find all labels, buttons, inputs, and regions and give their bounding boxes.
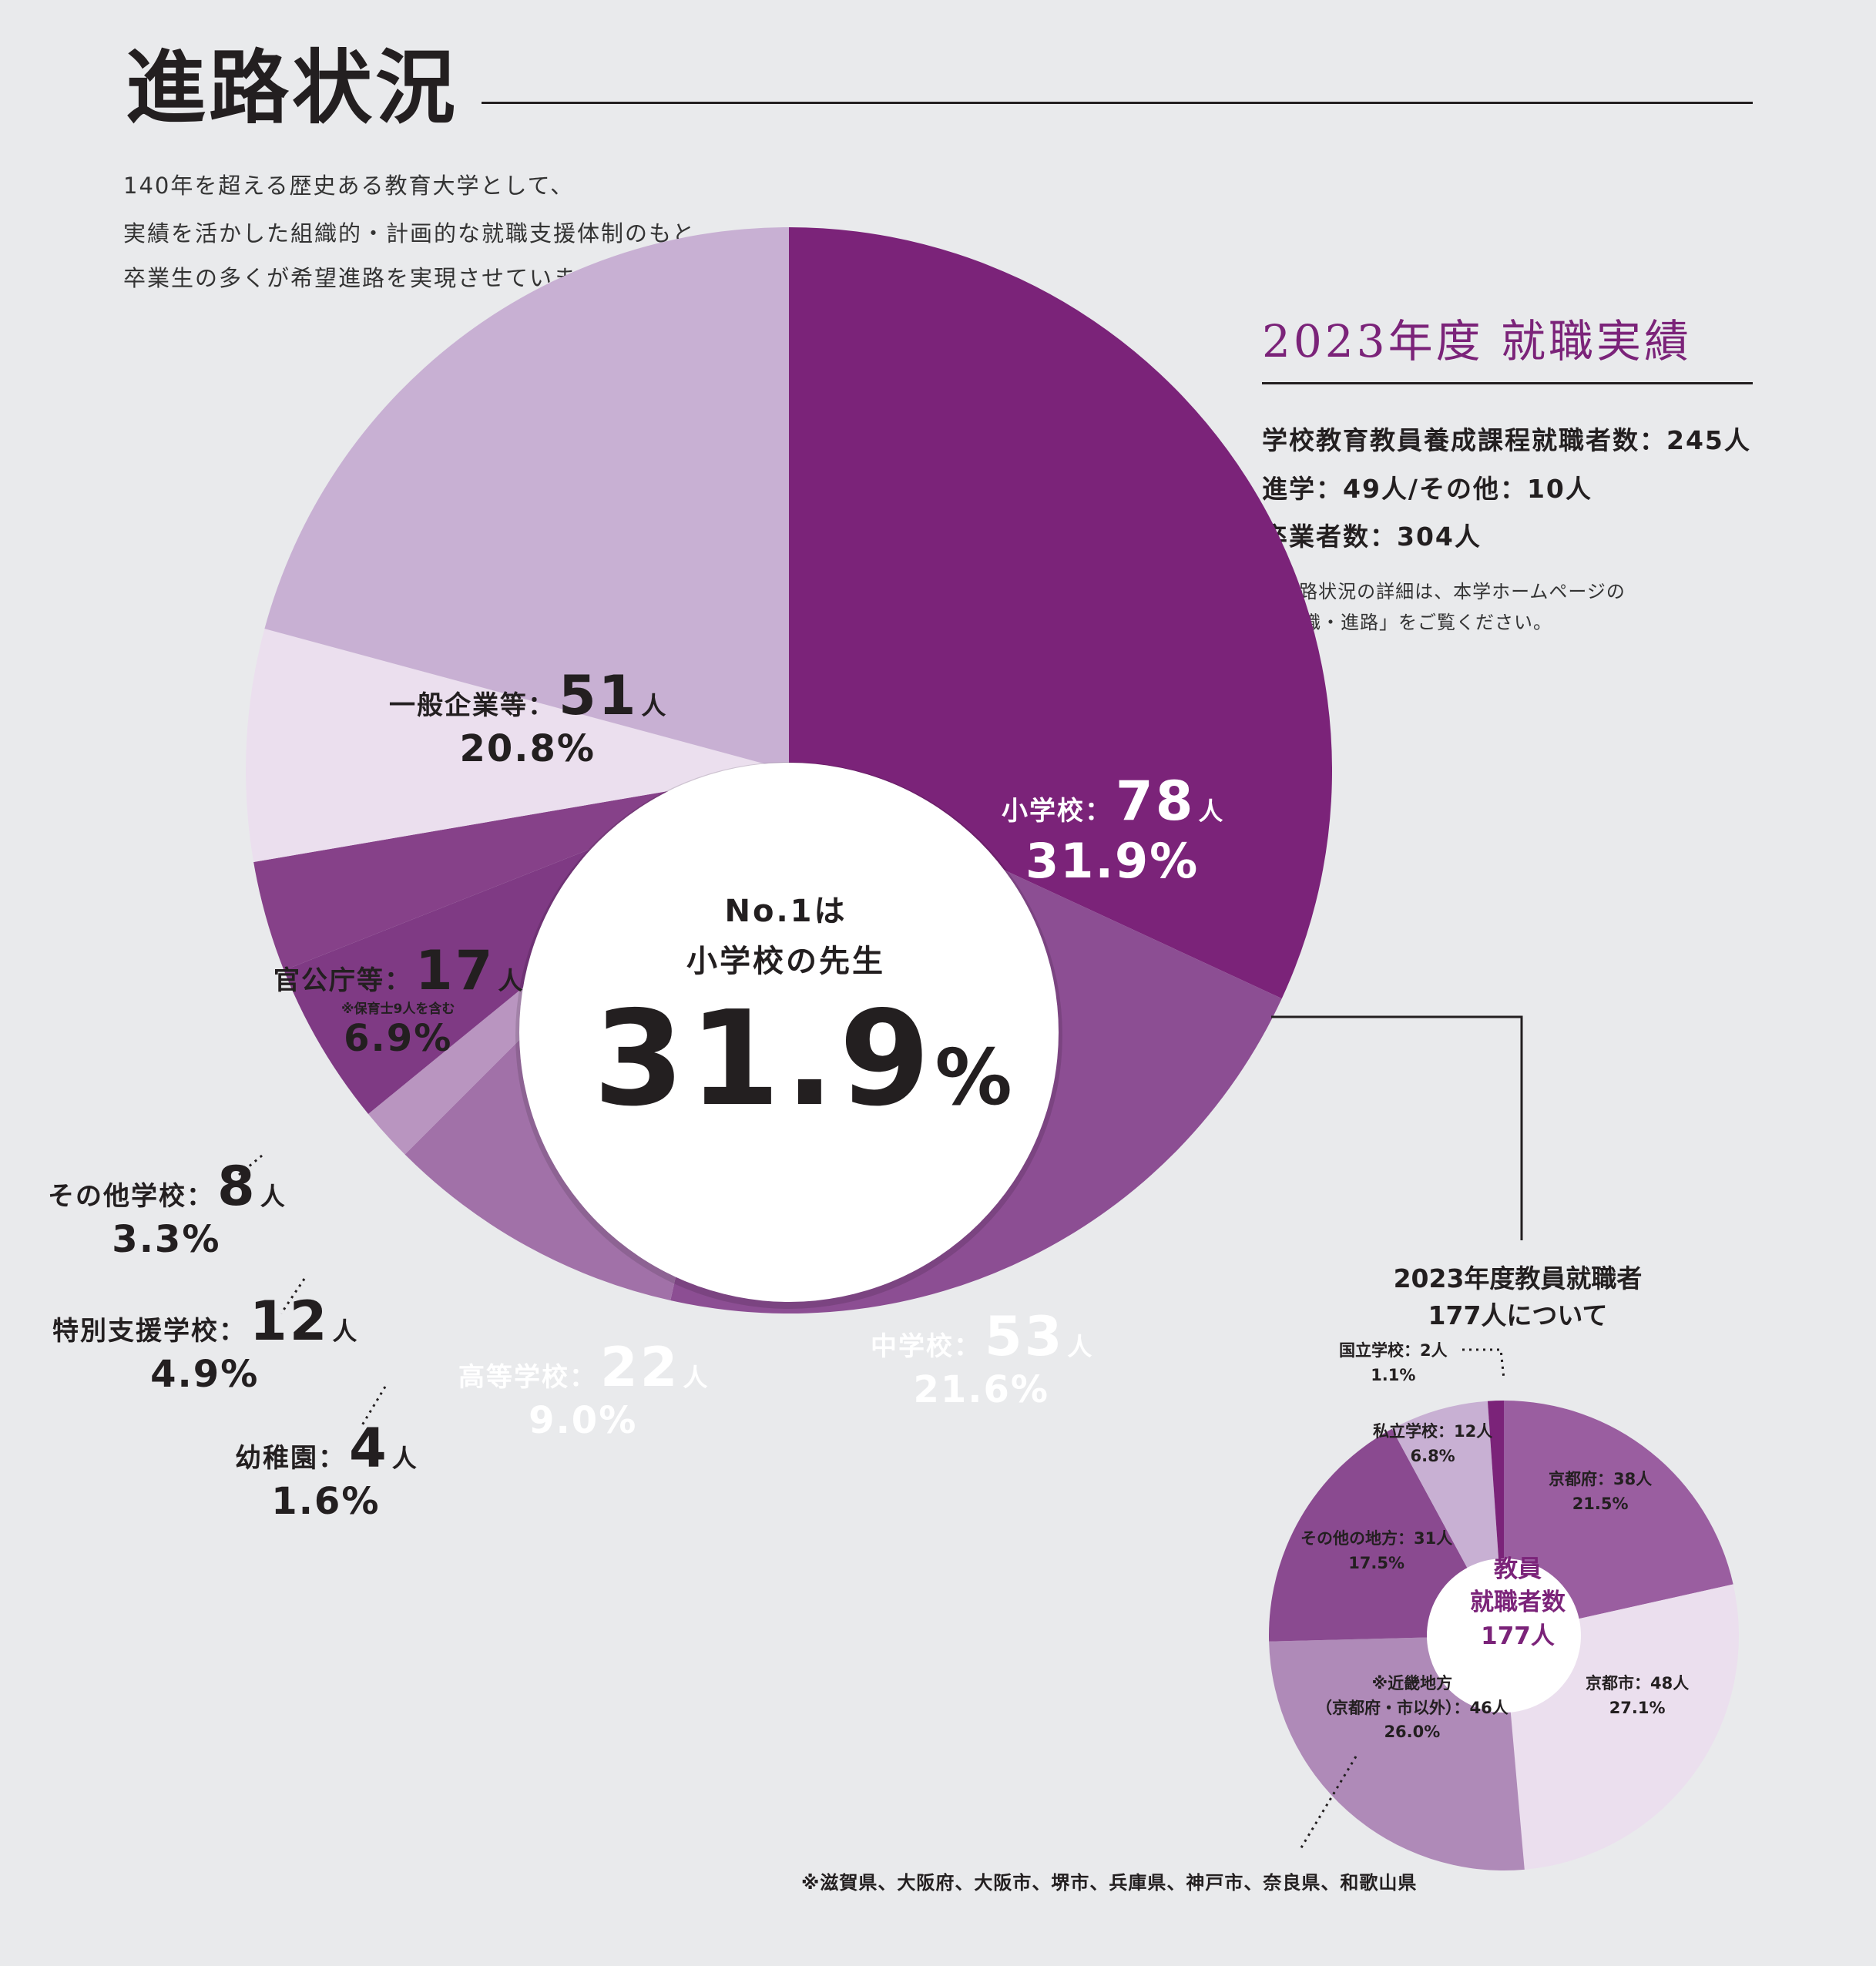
sub-label-other-regions-text: その他の地方：31人 bbox=[1300, 1529, 1453, 1548]
sub-label-kinki-pct: 26.0% bbox=[1384, 1723, 1441, 1741]
label-other-schools-percent: 3.3% bbox=[112, 1218, 221, 1261]
leader-special-support bbox=[280, 1278, 306, 1314]
sub-label-kyoto-city-pct: 27.1% bbox=[1609, 1698, 1666, 1717]
summary-divider bbox=[1262, 382, 1753, 384]
sub-label-national-pct: 1.1% bbox=[1371, 1365, 1416, 1384]
sub-chart-title: 2023年度教員就職者 177人について bbox=[1356, 1260, 1680, 1334]
label-kindergarten-category: 幼稚園 bbox=[235, 1443, 318, 1474]
label-general-company: 一般企業等： 51 人 20.8% bbox=[389, 664, 666, 770]
connector-line bbox=[1271, 1015, 1523, 1240]
label-public-office: 官公庁等： 17 人 ※保育士9人を含む 6.9% bbox=[274, 939, 523, 1060]
main-donut-slice-7 bbox=[264, 227, 789, 770]
intro-line-3: 卒業生の多くが希望進路を実現させています。 bbox=[123, 265, 623, 291]
label-middle-category: 中学校 bbox=[871, 1331, 954, 1362]
sub-donut-center-line2: 就職者数 bbox=[1470, 1589, 1566, 1617]
sub-label-private-pct: 6.8% bbox=[1410, 1446, 1455, 1465]
label-elementary-percent: 31.9% bbox=[1025, 833, 1200, 889]
label-special-support: 特別支援学校： 12 人 4.9% bbox=[52, 1290, 357, 1396]
sub-label-private-text: 私立学校：12人 bbox=[1373, 1422, 1493, 1441]
sub-donut-center: 教員 就職者数 177人 bbox=[1441, 1553, 1595, 1653]
sub-label-kyoto-city-text: 京都市：48人 bbox=[1586, 1674, 1690, 1693]
summary-note-1: ※進路状況の詳細は、本学ホームページの bbox=[1264, 581, 1626, 602]
label-special-support-count: 12 bbox=[250, 1290, 330, 1353]
label-kindergarten-percent: 1.6% bbox=[271, 1480, 381, 1523]
label-special-support-percent: 4.9% bbox=[150, 1353, 260, 1396]
sub-donut-center-line3: 177人 bbox=[1481, 1622, 1555, 1650]
label-general-company-percent: 20.8% bbox=[459, 727, 596, 770]
stat-graduates: 卒業者数：304人 bbox=[1262, 522, 1482, 552]
sub-label-national: 国立学校：2人 1.1% bbox=[1339, 1339, 1448, 1387]
label-elementary: 小学校： 78 人 31.9% bbox=[1002, 770, 1223, 889]
leader-other-schools bbox=[238, 1154, 263, 1176]
sub-label-kyoto-city: 京都市：48人 27.1% bbox=[1586, 1672, 1689, 1720]
label-elementary-category: 小学校 bbox=[1002, 796, 1085, 827]
title-divider bbox=[482, 102, 1753, 104]
sub-label-other-regions: その他の地方：31人 17.5% bbox=[1300, 1527, 1452, 1575]
label-kindergarten: 幼稚園： 4 人 1.6% bbox=[235, 1417, 417, 1523]
leader-national bbox=[1462, 1348, 1505, 1380]
label-elementary-count: 78 bbox=[1116, 770, 1196, 833]
label-middle: 中学校： 53 人 21.6% bbox=[871, 1305, 1092, 1411]
label-general-company-category: 一般企業等 bbox=[389, 690, 528, 721]
sub-label-national-text: 国立学校：2人 bbox=[1339, 1341, 1448, 1360]
label-general-company-count: 51 bbox=[559, 664, 639, 727]
main-donut-center-hole bbox=[519, 763, 1059, 1302]
stat-further-study: 進学：49人/その他：10人 bbox=[1262, 474, 1592, 504]
sub-label-kinki: ※近畿地方 （京都府・市以外）：46人 26.0% bbox=[1316, 1672, 1509, 1745]
label-high: 高等学校： 22 人 9.0% bbox=[458, 1336, 708, 1442]
sub-label-private: 私立学校：12人 6.8% bbox=[1373, 1420, 1492, 1468]
summary-title: 2023年度 就職実績 bbox=[1262, 315, 1693, 367]
intro-line-2: 実績を活かした組織的・計画的な就職支援体制のもと、 bbox=[123, 220, 720, 247]
label-public-office-percent: 6.9% bbox=[344, 1017, 453, 1060]
sub-label-other-regions-pct: 17.5% bbox=[1348, 1553, 1405, 1572]
donut-center-value: 31.9% bbox=[593, 994, 1012, 1125]
label-middle-count: 53 bbox=[985, 1305, 1065, 1368]
intro-line-1: 140年を超える歴史ある教育大学として、 bbox=[123, 173, 575, 199]
label-public-office-category: 官公庁等 bbox=[274, 965, 384, 996]
donut-center-line2: 小学校の先生 bbox=[686, 944, 885, 979]
main-donut-slice-6 bbox=[245, 629, 789, 863]
sub-label-kinki-line1: ※近畿地方 bbox=[1371, 1674, 1453, 1693]
sub-label-kyoto-pref-text: 京都府：38人 bbox=[1549, 1470, 1653, 1488]
page-title: 進路状況 bbox=[126, 40, 459, 135]
sub-chart-footnote: ※滋賀県、大阪府、大阪市、堺市、兵庫県、神戸市、奈良県、和歌山県 bbox=[801, 1872, 1418, 1894]
sub-label-kyoto-pref-pct: 21.5% bbox=[1572, 1494, 1629, 1513]
sub-label-kinki-line2: （京都府・市以外）：46人 bbox=[1316, 1698, 1509, 1717]
sub-donut-center-line1: 教員 bbox=[1494, 1555, 1542, 1583]
sub-label-kyoto-pref: 京都府：38人 21.5% bbox=[1549, 1468, 1652, 1516]
label-other-schools-count: 8 bbox=[217, 1155, 257, 1218]
label-kindergarten-count: 4 bbox=[349, 1417, 389, 1480]
donut-center-unit: % bbox=[935, 1032, 1017, 1122]
label-high-category: 高等学校 bbox=[458, 1362, 569, 1393]
label-other-schools-category: その他学校 bbox=[48, 1181, 186, 1212]
stat-teacher-employment: 学校教育教員養成課程就職者数：245人 bbox=[1262, 425, 1751, 455]
label-middle-percent: 21.6% bbox=[913, 1368, 1049, 1411]
label-special-support-category: 特別支援学校 bbox=[52, 1316, 219, 1347]
leader-kindergarten bbox=[361, 1386, 387, 1426]
sub-donut-center-hole bbox=[1427, 1558, 1581, 1713]
donut-center-number: 31.9 bbox=[593, 983, 935, 1136]
sub-chart-title-line1: 2023年度教員就職者 bbox=[1393, 1263, 1643, 1293]
label-public-office-note: ※保育士9人を含む bbox=[341, 1001, 455, 1017]
label-other-schools: その他学校： 8 人 3.3% bbox=[48, 1155, 285, 1261]
sub-donut-slice-0 bbox=[1504, 1401, 1733, 1636]
sub-chart-title-line2: 177人について bbox=[1428, 1300, 1608, 1330]
donut-center-line1: No.1は bbox=[724, 894, 847, 929]
label-high-count: 22 bbox=[600, 1336, 680, 1399]
label-high-percent: 9.0% bbox=[529, 1399, 638, 1442]
label-public-office-count: 17 bbox=[415, 939, 495, 1002]
